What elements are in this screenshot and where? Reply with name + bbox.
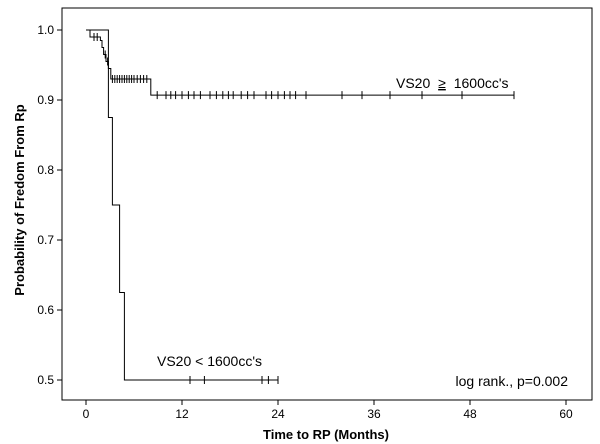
x-tick-label: 36 — [367, 407, 381, 421]
series-label-high: VS20 ≥ 1600cc's — [396, 75, 509, 91]
log-rank-annotation: log rank., p=0.002 — [456, 373, 569, 389]
series-label-high-prefix: VS20 — [396, 75, 430, 91]
y-axis-title: Probability of Fredom From Rp — [12, 104, 27, 295]
y-tick-label: 0.5 — [37, 373, 54, 387]
series-label-high-symbol: ≥ — [438, 75, 446, 91]
x-tick-label: 24 — [271, 407, 285, 421]
x-tick-label: 60 — [559, 407, 573, 421]
series-line-high — [86, 29, 514, 96]
x-axis-ticks: 0 12 24 36 48 60 — [83, 400, 573, 421]
y-tick-label: 1.0 — [37, 23, 54, 37]
y-tick-label: 0.9 — [37, 93, 54, 107]
series-line-low — [86, 29, 278, 381]
series-label-high-suffix: 1600cc's — [454, 75, 509, 91]
y-tick-label: 0.6 — [37, 303, 54, 317]
y-axis-ticks: 0.5 0.6 0.7 0.8 0.9 1.0 — [37, 23, 62, 387]
y-tick-label: 0.7 — [37, 233, 54, 247]
x-tick-label: 12 — [175, 407, 189, 421]
series-label-low: VS20 < 1600cc's — [157, 353, 262, 369]
survival-curves — [86, 29, 514, 381]
y-tick-label: 0.8 — [37, 163, 54, 177]
x-tick-label: 48 — [463, 407, 477, 421]
x-axis-title: Time to RP (Months) — [263, 427, 389, 442]
plot-frame — [61, 7, 593, 401]
x-tick-label: 0 — [83, 407, 90, 421]
censor-marks — [93, 33, 515, 384]
